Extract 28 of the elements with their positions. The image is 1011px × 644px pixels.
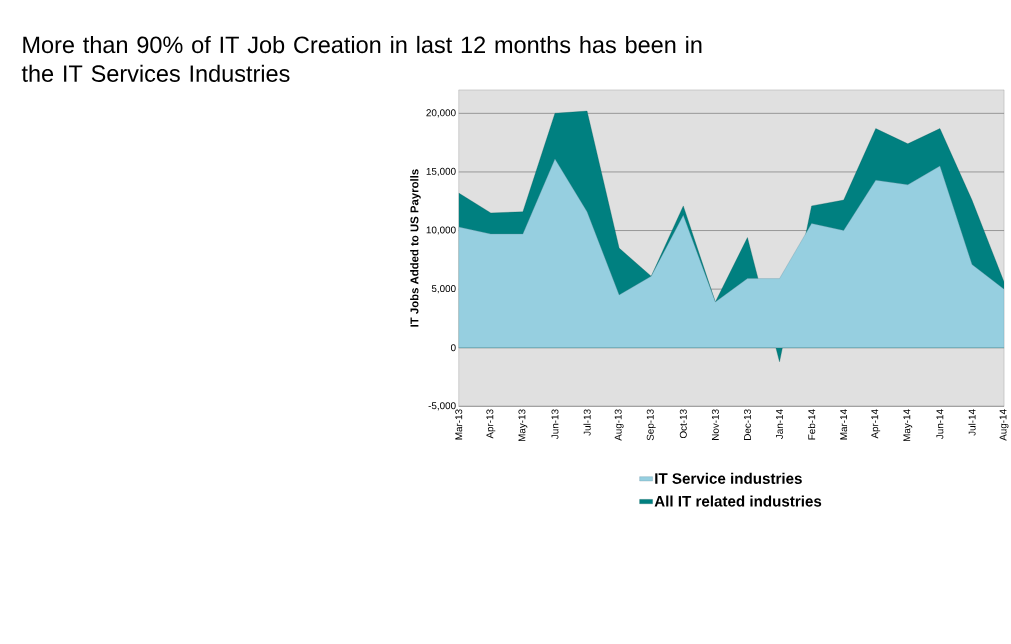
y-tick-label: 15,000 bbox=[426, 167, 456, 176]
x-tick-label: Sep-13 bbox=[646, 409, 656, 441]
x-tick-label: Apr-14 bbox=[871, 409, 881, 439]
x-tick-label: Oct-13 bbox=[679, 409, 687, 438]
x-tick-label: Aug-13 bbox=[614, 409, 624, 441]
legend-label: IT Service industries bbox=[655, 472, 802, 484]
y-tick-label: 10,000 bbox=[426, 226, 456, 235]
x-tick-label: Nov-13 bbox=[711, 409, 719, 440]
x-tick-label: Jul-13 bbox=[583, 409, 591, 436]
legend-label: All IT related industries bbox=[654, 495, 822, 507]
y-tick-label: 0 bbox=[450, 344, 456, 352]
y-axis-title: IT Jobs Added to US Payrolls bbox=[410, 169, 421, 327]
x-tick-label: Jan-14 bbox=[776, 409, 783, 439]
x-tick-label: Jun-13 bbox=[551, 409, 559, 439]
x-tick-label: Mar-14 bbox=[840, 409, 848, 440]
chart-title: More than 90% of IT Job Creation in last 12 months has been in the IT Services Industries bbox=[21, 35, 702, 82]
y-tick-label: 5,000 bbox=[431, 284, 456, 294]
y-tick-label: 20,000 bbox=[426, 109, 456, 118]
x-tick-label: Jul-14 bbox=[968, 409, 976, 436]
x-tick-label: Mar-13 bbox=[455, 409, 463, 440]
x-tick-label: Apr-13 bbox=[486, 409, 496, 439]
x-tick-label: May-14 bbox=[903, 409, 913, 441]
x-tick-label: Feb-14 bbox=[807, 409, 816, 440]
x-tick-label: Aug-14 bbox=[999, 409, 1009, 441]
x-tick-label: Jun-14 bbox=[936, 409, 944, 439]
x-tick-label: May-13 bbox=[518, 409, 528, 441]
y-tick-label: -5,000 bbox=[428, 402, 456, 411]
x-tick-label: Dec-13 bbox=[743, 409, 751, 440]
